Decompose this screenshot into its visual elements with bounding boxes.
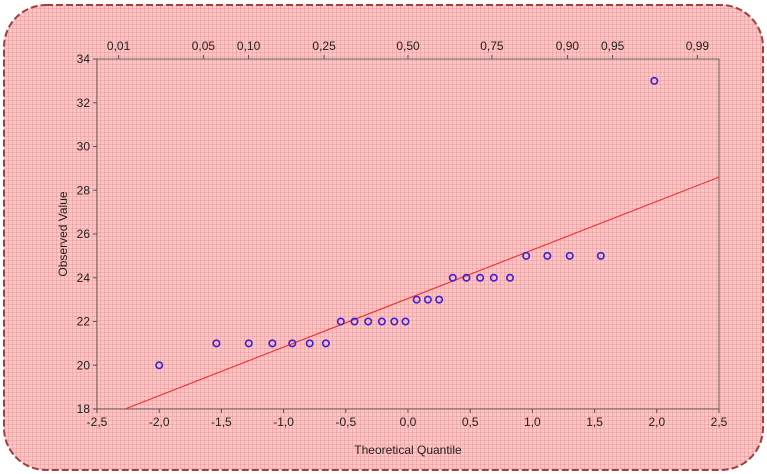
data-point [350,317,359,326]
data-point [401,317,410,326]
data-point [596,251,605,260]
x-tick-label: -2,0 [149,415,170,429]
data-point [489,273,498,282]
data-point [435,295,444,304]
data-point [155,361,164,370]
x-tick-label: 0,5 [462,415,479,429]
data-point [244,339,253,348]
data-point [212,339,221,348]
y-axis-ticks: 18 20 22 24 26 28 30 32 34 [77,52,97,416]
x-tick-label: 2,0 [648,415,665,429]
y-tick-label: 32 [77,96,91,110]
y-tick-label: 28 [77,183,91,197]
data-point [412,295,421,304]
y-tick-label: 34 [77,52,91,66]
data-point [476,273,485,282]
plot-area [96,58,720,410]
data-point [506,273,515,282]
top-tick-label: 0,90 [556,39,580,53]
data-point [423,295,432,304]
data-point [336,317,345,326]
y-tick-label: 22 [77,315,91,329]
x-tick-label: 1,5 [586,415,603,429]
top-tick-label: 0,25 [312,39,336,53]
top-probability-axis: 0,01 0,05 0,10 0,25 0,50 0,75 0,90 0,95 0,99 [107,39,709,59]
data-points [155,76,659,370]
data-point [390,317,399,326]
y-tick-label: 24 [77,271,91,285]
x-tick-label: -1,0 [273,415,294,429]
x-tick-label: -0,5 [335,415,356,429]
x-axis-title: Theoretical Quantile [354,443,462,457]
top-tick-label: 0,99 [686,39,710,53]
data-point [543,251,552,260]
y-tick-label: 20 [77,358,91,372]
x-tick-label: -1,5 [211,415,232,429]
x-tick-label: 2,5 [711,415,728,429]
data-point [364,317,373,326]
top-tick-label: 0,50 [396,39,420,53]
data-point [448,273,457,282]
y-axis-title: Observed Value [56,191,70,276]
data-point [462,273,471,282]
data-point [377,317,386,326]
data-point [650,76,659,85]
top-tick-label: 0,75 [480,39,504,53]
y-tick-label: 18 [77,402,91,416]
y-tick-label: 26 [77,227,91,241]
top-tick-label: 0,05 [192,39,216,53]
y-tick-label: 30 [77,140,91,154]
data-point [288,339,297,348]
data-point [305,339,314,348]
top-tick-label: 0,95 [601,39,625,53]
x-axis-ticks: -2,5 -2,0 -1,5 -1,0 -0,5 0,0 0,5 1,0 1,5 2,0 2,5 [87,409,728,429]
top-tick-label: 0,10 [237,39,261,53]
data-point [522,251,531,260]
top-tick-label: 0,01 [107,39,131,53]
data-point [565,251,574,260]
reference-line [124,176,720,410]
x-tick-label: 1,0 [524,415,541,429]
x-tick-label: -2,5 [87,415,108,429]
data-point [321,339,330,348]
data-point [268,339,277,348]
x-tick-label: 0,0 [400,415,417,429]
